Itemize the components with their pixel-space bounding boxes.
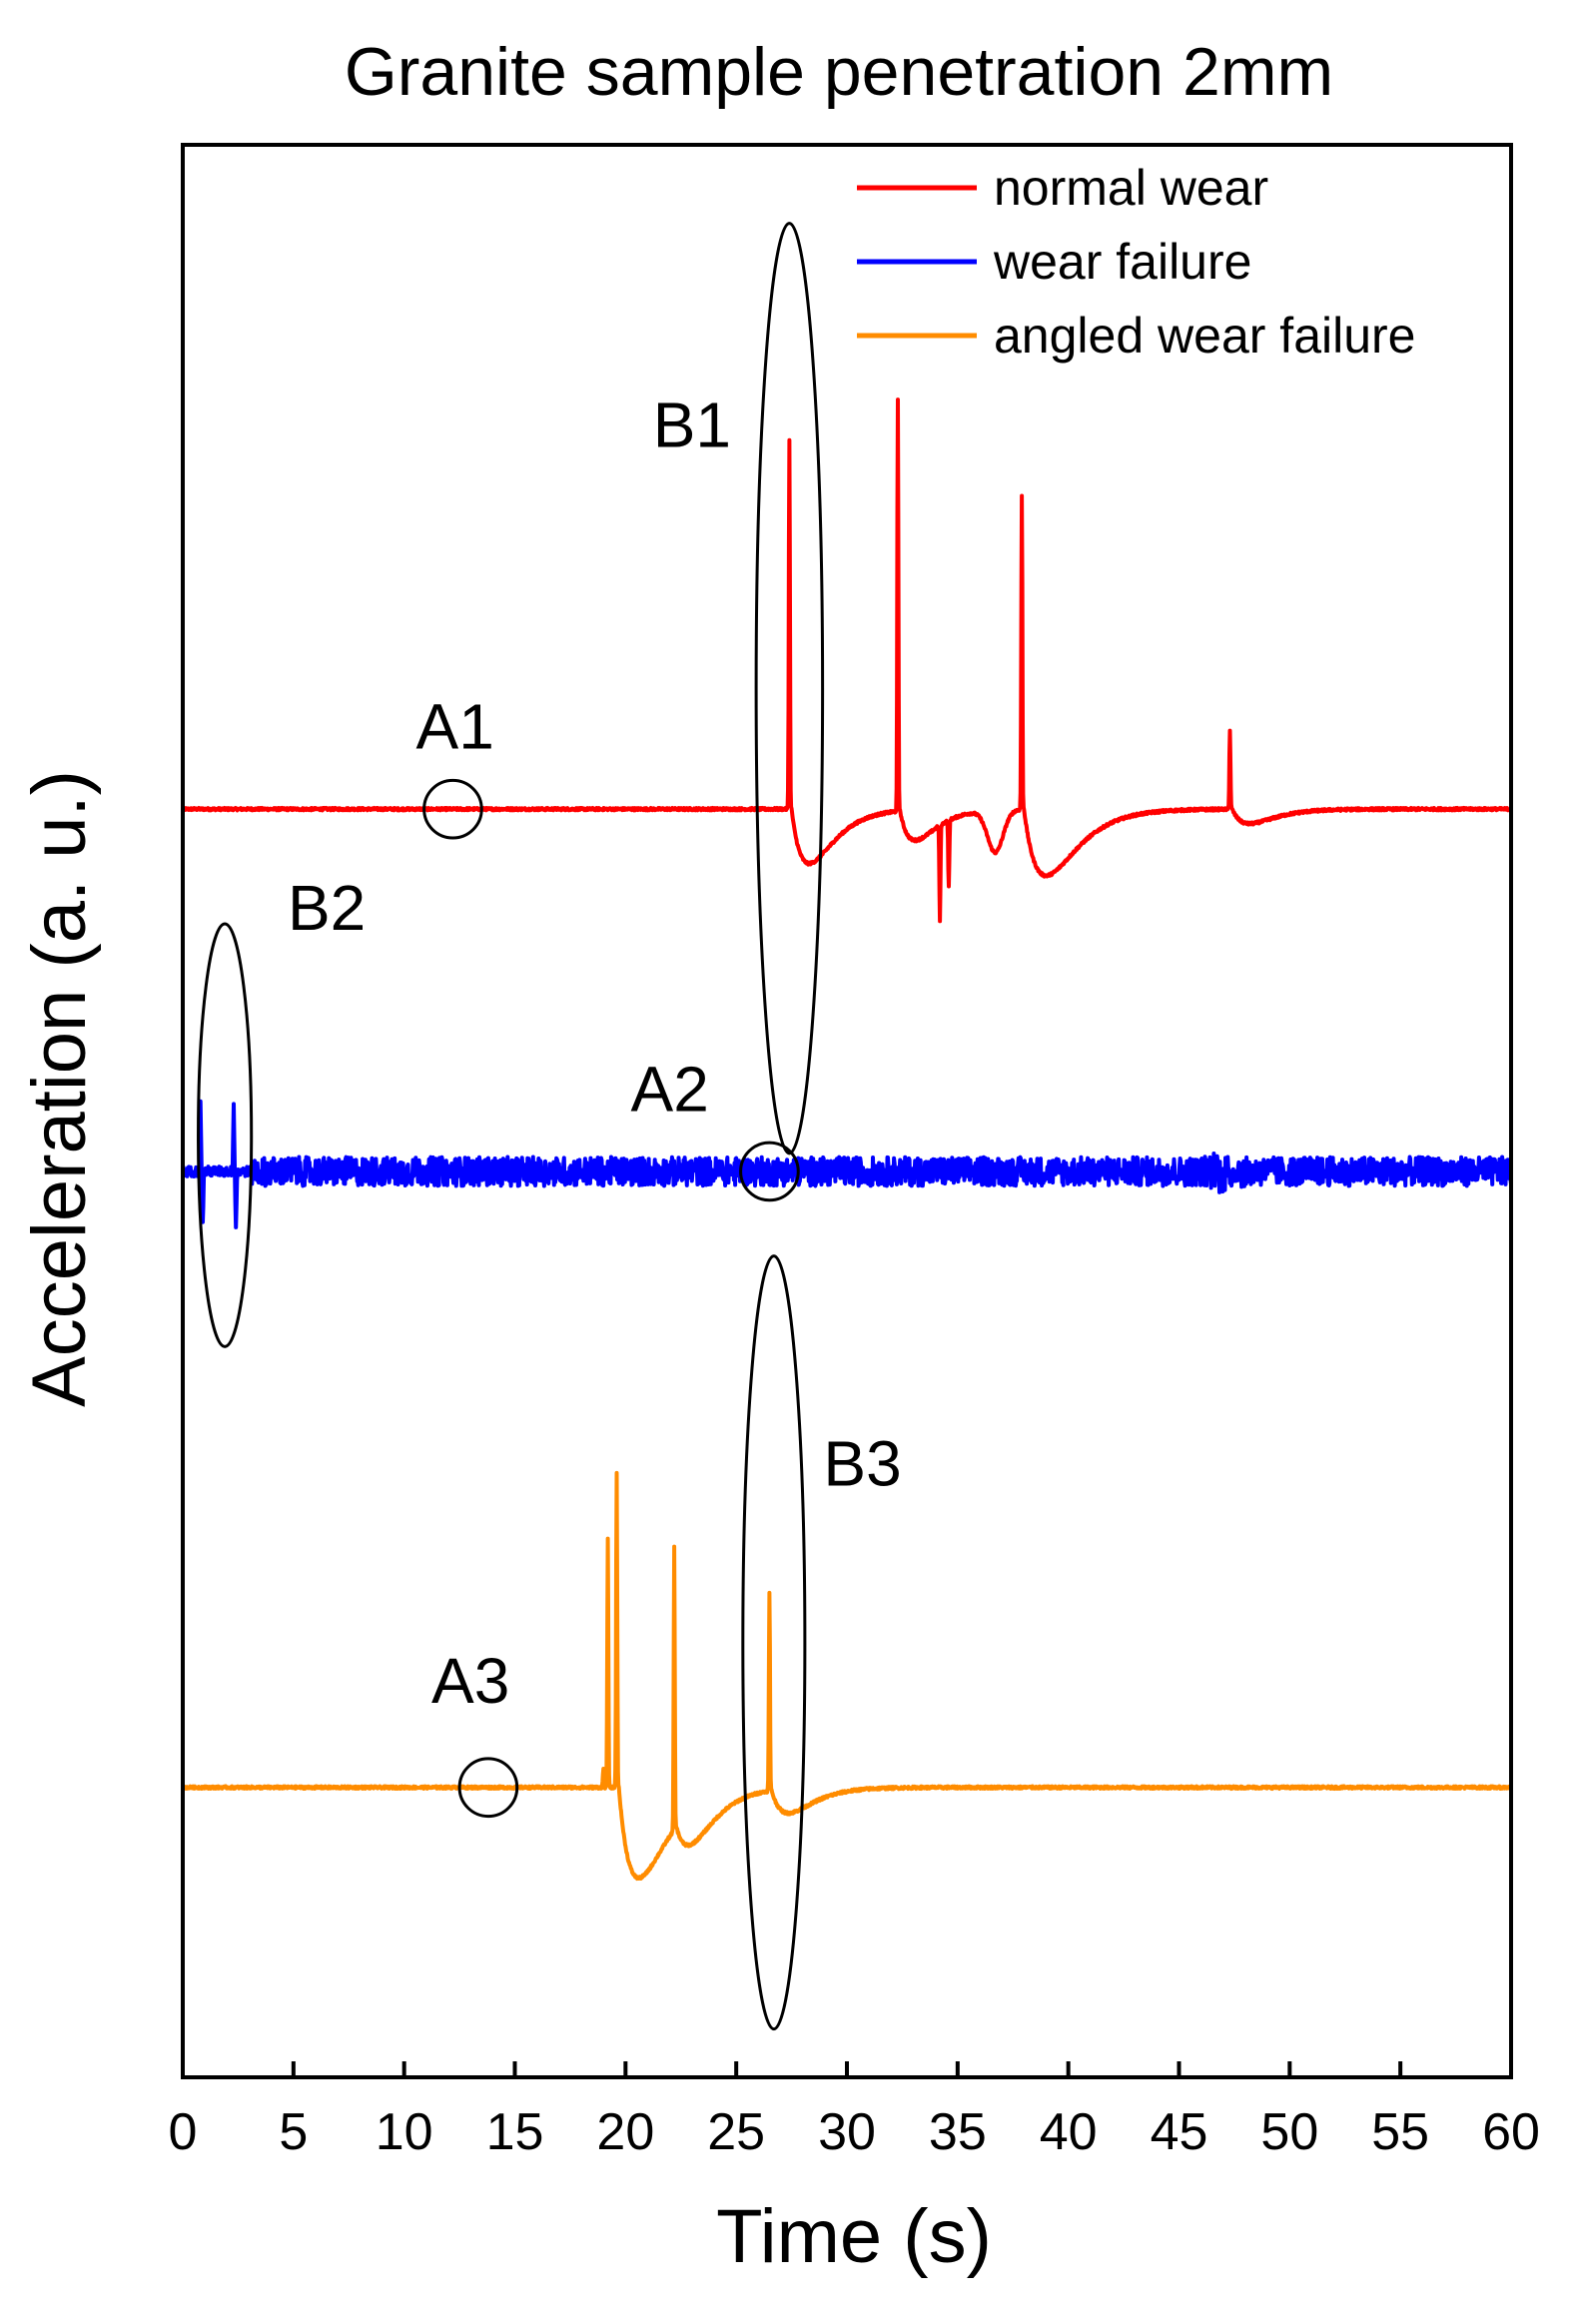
annotation-b3-ellipse — [741, 1254, 807, 2031]
x-tick-label: 50 — [1260, 2103, 1318, 2161]
series-normal-wear-line — [181, 397, 1513, 924]
series-wear-failure-line — [181, 1099, 1513, 1229]
legend: normal wear wear failure angled wear failu… — [857, 160, 1416, 364]
legend-label-normal-wear: normal wear — [994, 160, 1268, 216]
x-tick-label: 55 — [1371, 2103, 1429, 2161]
chart-title: Granite sample penetration 2mm — [345, 34, 1333, 110]
annotation-b2-label: B2 — [288, 872, 366, 944]
x-tick-label: 30 — [818, 2103, 876, 2161]
y-axis-title: Acceleration (a. u.) — [17, 770, 102, 1407]
annotation-b1-label: B1 — [653, 388, 731, 460]
annotations: A1 B1 B2 A2 A3 B3 — [197, 222, 902, 2031]
x-tick-label: 60 — [1482, 2103, 1540, 2161]
x-tick-label: 20 — [596, 2103, 654, 2161]
annotation-b1-ellipse — [754, 222, 825, 1156]
x-tick-label: 10 — [376, 2103, 433, 2161]
x-axis-title: Time (s) — [716, 2194, 992, 2279]
annotation-a1-circle — [422, 778, 483, 840]
x-tick-label: 15 — [486, 2103, 544, 2161]
annotation-a1-label: A1 — [416, 691, 494, 763]
annotation-a3-circle — [457, 1757, 519, 1819]
annotation-b2-ellipse — [197, 922, 254, 1348]
annotation-a2-label: A2 — [631, 1054, 709, 1126]
plot-area — [181, 397, 1513, 1882]
x-tick-label: 40 — [1040, 2103, 1098, 2161]
x-tick-label: 35 — [929, 2103, 987, 2161]
annotation-a2-circle — [739, 1141, 800, 1202]
x-axis: 0 5 10 15 20 25 30 35 40 45 50 55 60 — [169, 2061, 1540, 2161]
x-tick-label: 45 — [1151, 2103, 1208, 2161]
x-tick-label: 0 — [169, 2103, 198, 2161]
x-tick-label: 25 — [707, 2103, 765, 2161]
annotation-a3-label: A3 — [431, 1645, 509, 1717]
x-tick-label: 5 — [279, 2103, 308, 2161]
series-angled-wear-failure-line — [181, 1470, 1513, 1882]
legend-label-angled-wear-failure: angled wear failure — [994, 308, 1416, 364]
legend-label-wear-failure: wear failure — [993, 234, 1251, 290]
annotation-b3-label: B3 — [823, 1427, 901, 1499]
